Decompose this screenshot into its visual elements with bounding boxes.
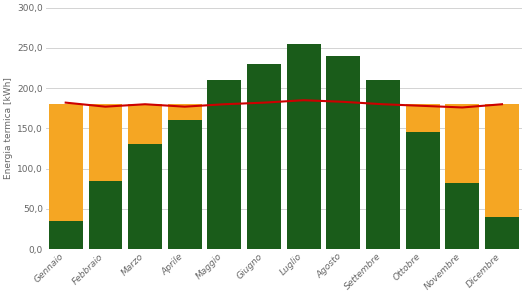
Bar — [49, 104, 83, 249]
Bar — [366, 104, 400, 249]
Bar — [366, 80, 400, 249]
Bar — [207, 80, 241, 249]
Bar — [49, 221, 83, 249]
Bar — [406, 104, 440, 249]
Bar — [88, 181, 122, 249]
Bar — [287, 104, 320, 249]
Bar — [128, 144, 162, 249]
Bar — [168, 120, 201, 249]
Bar — [207, 104, 241, 249]
Bar — [327, 56, 360, 249]
Bar — [247, 104, 281, 249]
Bar — [168, 104, 201, 249]
Bar — [247, 64, 281, 249]
Bar — [446, 104, 479, 249]
Bar — [287, 44, 320, 249]
Bar — [88, 104, 122, 249]
Y-axis label: Energia termica [kWh]: Energia termica [kWh] — [4, 78, 13, 179]
Bar — [406, 132, 440, 249]
Bar — [485, 104, 519, 249]
Bar — [446, 183, 479, 249]
Bar — [485, 217, 519, 249]
Bar — [128, 104, 162, 249]
Bar — [327, 104, 360, 249]
